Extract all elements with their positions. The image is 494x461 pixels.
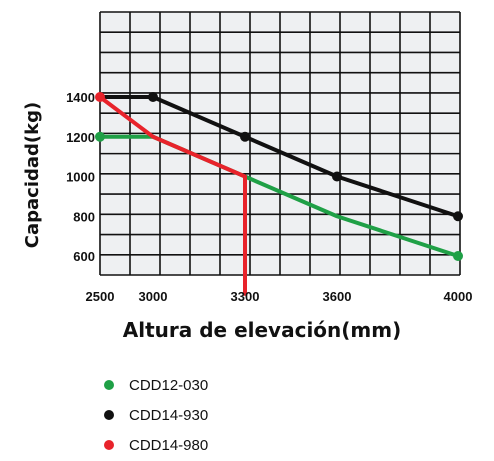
data-point-cdd14-930 [148, 92, 158, 102]
x-tick-label: 2500 [86, 289, 115, 304]
x-tick-label: 3300 [231, 289, 260, 304]
data-point-cdd14-930 [332, 171, 342, 182]
legend-label-cdd12-030: CDD12-030 [129, 377, 208, 394]
x-axis-title: Altura de elevación(mm) [123, 318, 401, 342]
data-point-cdd14-980 [95, 92, 105, 102]
data-point-cdd12-030 [453, 251, 463, 261]
grid [99, 11, 461, 276]
y-tick-label: 1000 [66, 170, 95, 185]
legend-label-cdd14-930: CDD14-930 [129, 407, 208, 424]
data-point-cdd12-030 [95, 131, 105, 142]
x-tick-label: 3600 [323, 289, 352, 304]
x-tick-label: 3000 [139, 289, 168, 304]
x-tick-label: 4000 [444, 289, 473, 304]
x-tick-labels: 2500 3000 3300 3600 4000 [86, 289, 473, 304]
y-tick-label: 1400 [66, 90, 95, 105]
y-tick-label: 1200 [66, 130, 95, 145]
legend-marker-cdd14-930 [104, 410, 114, 420]
y-tick-label: 800 [73, 209, 95, 224]
legend-marker-cdd12-030 [104, 380, 114, 390]
legend-marker-cdd14-980 [104, 440, 114, 450]
data-point-cdd14-930 [453, 211, 463, 222]
y-tick-label: 600 [73, 249, 95, 264]
series-layer [95, 92, 463, 296]
legend-label-cdd14-980: CDD14-980 [129, 437, 208, 454]
y-axis-title: Capacidad(kg) [22, 102, 43, 248]
y-tick-labels: 600 800 1000 1200 1400 [66, 90, 95, 264]
data-point-cdd14-930 [240, 131, 250, 142]
series-line-cdd14-980 [98, 95, 247, 296]
legend: CDD12-030 CDD14-930 CDD14-980 [104, 377, 208, 454]
